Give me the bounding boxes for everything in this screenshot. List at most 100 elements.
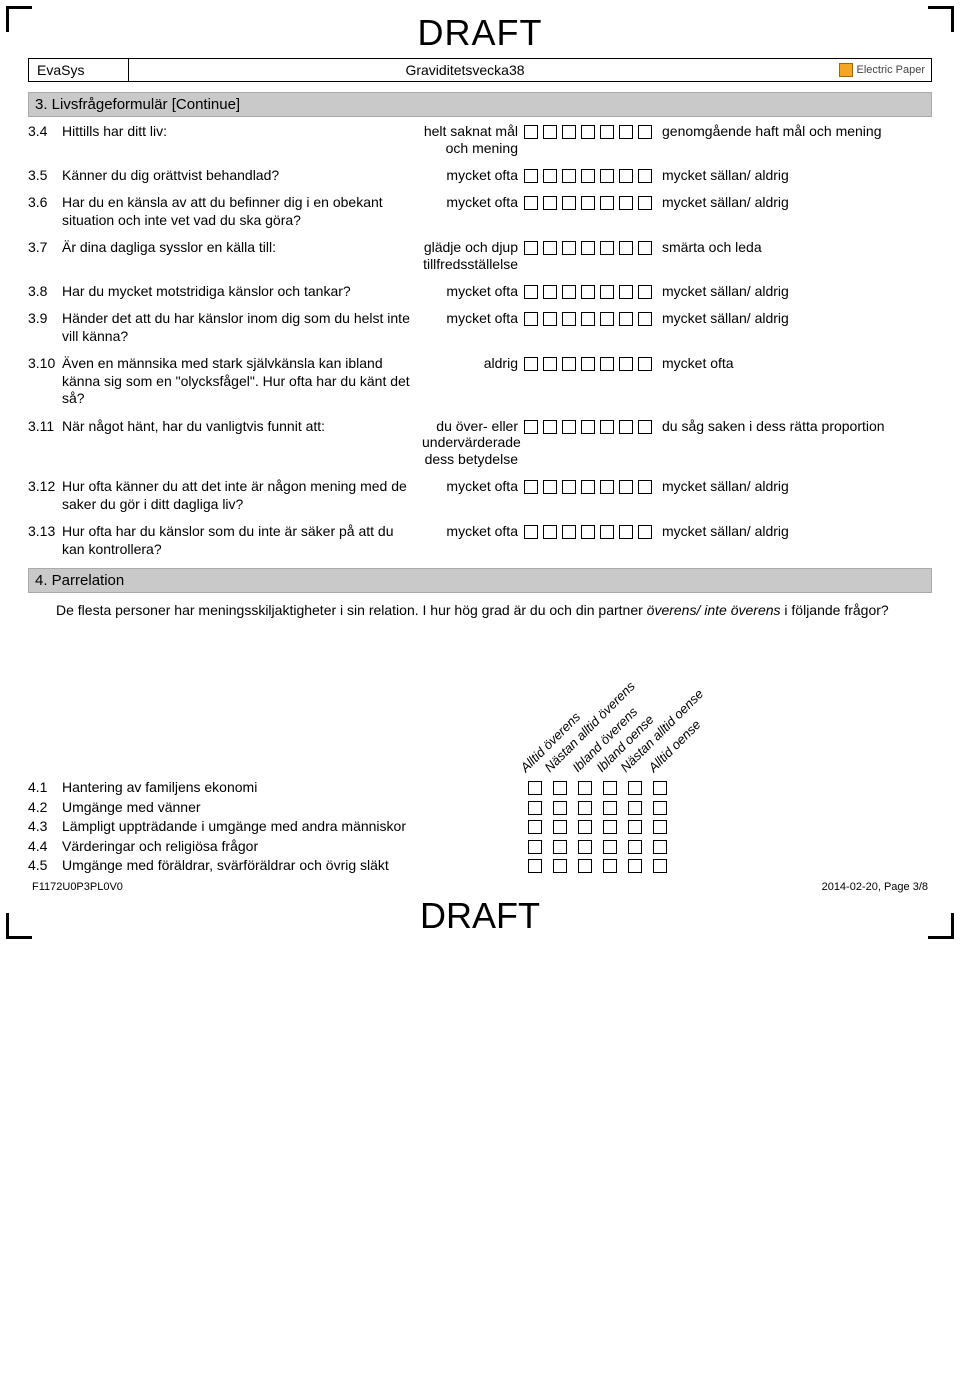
checkbox[interactable] — [619, 312, 633, 326]
checkbox[interactable] — [543, 312, 557, 326]
checkbox[interactable] — [600, 525, 614, 539]
checkbox[interactable] — [581, 357, 595, 371]
checkbox[interactable] — [524, 196, 538, 210]
checkbox[interactable] — [543, 480, 557, 494]
checkbox[interactable] — [581, 196, 595, 210]
checkbox[interactable] — [543, 285, 557, 299]
checkbox[interactable] — [619, 169, 633, 183]
checkbox[interactable] — [653, 801, 667, 815]
checkbox[interactable] — [528, 859, 542, 873]
checkbox[interactable] — [581, 525, 595, 539]
checkbox[interactable] — [562, 312, 576, 326]
checkbox[interactable] — [600, 420, 614, 434]
checkbox[interactable] — [543, 525, 557, 539]
checkbox[interactable] — [524, 125, 538, 139]
checkbox[interactable] — [619, 196, 633, 210]
checkbox[interactable] — [600, 125, 614, 139]
checkbox[interactable] — [524, 169, 538, 183]
checkbox[interactable] — [638, 169, 652, 183]
checkbox[interactable] — [543, 420, 557, 434]
checkbox[interactable] — [653, 840, 667, 854]
checkbox[interactable] — [638, 285, 652, 299]
checkbox[interactable] — [619, 525, 633, 539]
checkbox[interactable] — [638, 196, 652, 210]
checkbox[interactable] — [628, 840, 642, 854]
checkbox[interactable] — [600, 357, 614, 371]
checkbox[interactable] — [524, 241, 538, 255]
checkbox[interactable] — [524, 420, 538, 434]
checkbox[interactable] — [600, 312, 614, 326]
checkbox[interactable] — [603, 801, 617, 815]
checkbox[interactable] — [619, 285, 633, 299]
checkbox[interactable] — [543, 196, 557, 210]
checkbox[interactable] — [524, 480, 538, 494]
checkbox[interactable] — [603, 781, 617, 795]
checkbox[interactable] — [603, 859, 617, 873]
checkbox[interactable] — [638, 525, 652, 539]
checkbox[interactable] — [581, 420, 595, 434]
checkbox[interactable] — [562, 480, 576, 494]
checkbox[interactable] — [562, 420, 576, 434]
checkbox[interactable] — [628, 820, 642, 834]
checkbox[interactable] — [553, 859, 567, 873]
checkbox[interactable] — [581, 241, 595, 255]
checkbox[interactable] — [562, 285, 576, 299]
checkbox[interactable] — [581, 312, 595, 326]
checkbox[interactable] — [619, 125, 633, 139]
checkbox[interactable] — [543, 125, 557, 139]
checkbox[interactable] — [638, 125, 652, 139]
checkbox[interactable] — [603, 820, 617, 834]
checkbox[interactable] — [600, 241, 614, 255]
checkbox[interactable] — [653, 859, 667, 873]
checkbox[interactable] — [578, 820, 592, 834]
checkbox[interactable] — [619, 420, 633, 434]
checkbox[interactable] — [600, 285, 614, 299]
checkbox[interactable] — [638, 241, 652, 255]
checkbox[interactable] — [528, 820, 542, 834]
checkbox[interactable] — [581, 285, 595, 299]
checkbox[interactable] — [528, 781, 542, 795]
checkbox[interactable] — [619, 357, 633, 371]
checkbox[interactable] — [578, 859, 592, 873]
checkbox[interactable] — [524, 312, 538, 326]
checkbox[interactable] — [653, 781, 667, 795]
checkbox[interactable] — [562, 241, 576, 255]
checkbox[interactable] — [638, 420, 652, 434]
checkbox[interactable] — [581, 480, 595, 494]
checkbox[interactable] — [603, 840, 617, 854]
checkbox[interactable] — [553, 820, 567, 834]
checkbox[interactable] — [628, 859, 642, 873]
checkbox[interactable] — [524, 357, 538, 371]
checkbox[interactable] — [562, 169, 576, 183]
checkbox[interactable] — [562, 357, 576, 371]
checkbox[interactable] — [638, 480, 652, 494]
checkbox[interactable] — [543, 241, 557, 255]
checkbox[interactable] — [628, 781, 642, 795]
checkbox[interactable] — [524, 285, 538, 299]
checkbox[interactable] — [653, 820, 667, 834]
checkbox[interactable] — [543, 169, 557, 183]
checkbox[interactable] — [553, 840, 567, 854]
checkbox[interactable] — [553, 781, 567, 795]
checkbox[interactable] — [638, 312, 652, 326]
checkbox[interactable] — [562, 125, 576, 139]
checkbox[interactable] — [562, 196, 576, 210]
checkbox[interactable] — [600, 196, 614, 210]
checkbox[interactable] — [581, 125, 595, 139]
checkbox[interactable] — [543, 357, 557, 371]
checkbox[interactable] — [619, 480, 633, 494]
checkbox[interactable] — [528, 840, 542, 854]
checkbox[interactable] — [524, 525, 538, 539]
checkbox[interactable] — [628, 801, 642, 815]
checkbox[interactable] — [600, 169, 614, 183]
checkbox[interactable] — [578, 801, 592, 815]
checkbox[interactable] — [578, 840, 592, 854]
checkbox[interactable] — [528, 801, 542, 815]
checkbox[interactable] — [578, 781, 592, 795]
checkbox[interactable] — [619, 241, 633, 255]
checkbox[interactable] — [581, 169, 595, 183]
checkbox[interactable] — [562, 525, 576, 539]
checkbox[interactable] — [553, 801, 567, 815]
checkbox[interactable] — [638, 357, 652, 371]
checkbox[interactable] — [600, 480, 614, 494]
